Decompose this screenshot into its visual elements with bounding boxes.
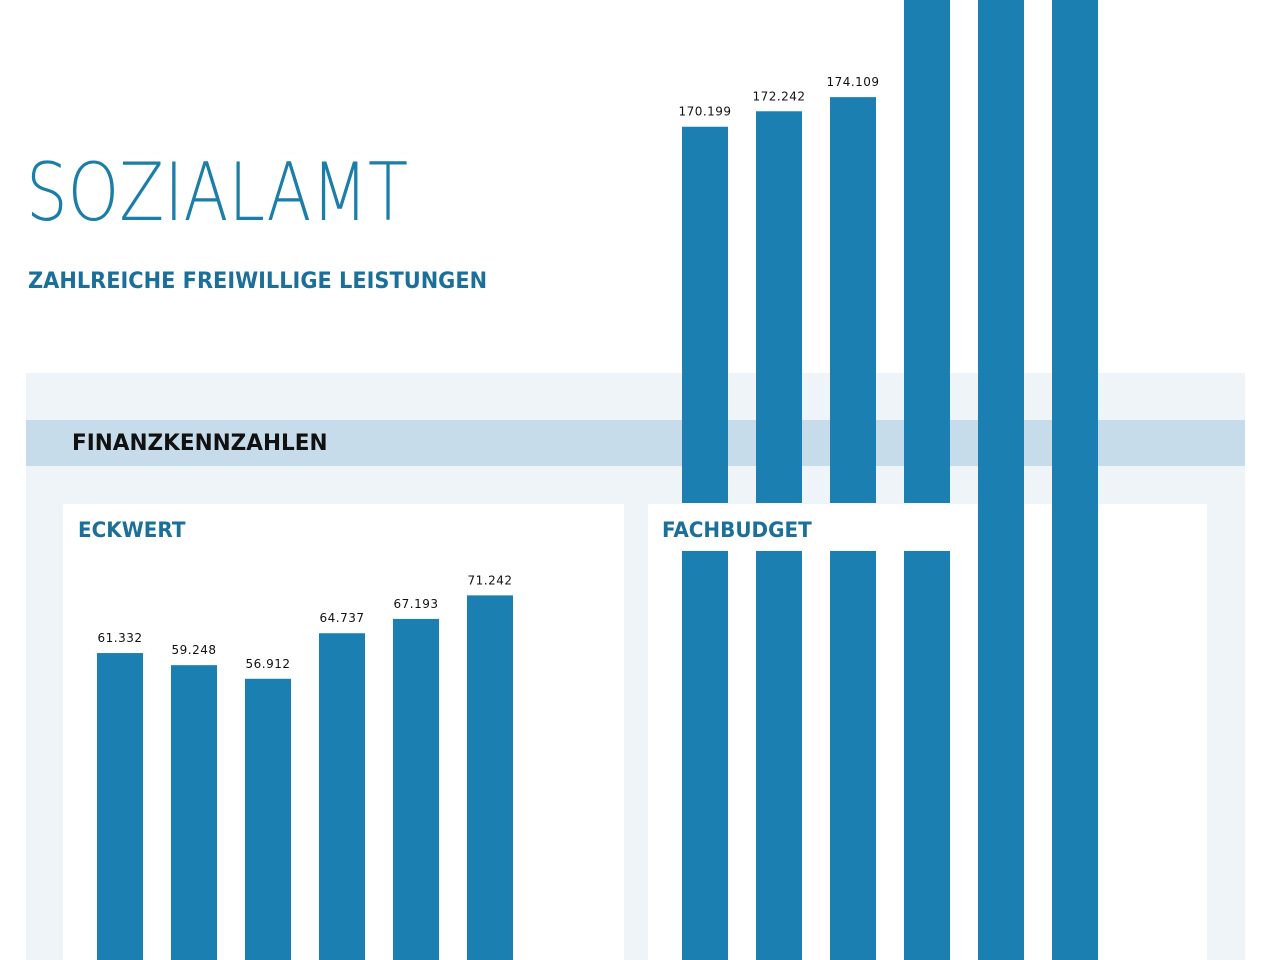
fachbudget-bar-4-upper [904,0,950,503]
fachbudget-bar-6 [1052,0,1098,960]
fachbudget-bar-3-upper [830,97,876,503]
fachbudget-bar-label-1: 170.199 [678,105,731,119]
fachbudget-bar-2-lower [756,551,802,960]
fachbudget-bar-4-lower [904,551,950,960]
eckwert-bar-3 [245,678,291,960]
eckwert-bar-label-2: 59.248 [172,643,217,657]
fachbudget-bar-1-lower [682,551,728,960]
fachbudget-bar-5 [978,0,1024,960]
eckwert-bar-1 [97,653,143,960]
eckwert-bar-5 [393,618,439,960]
page-title: SOZIALAMT [26,146,409,239]
eckwert-bar-label-6: 71.242 [468,573,513,587]
section-title: FINANZKENNZAHLEN [72,431,328,456]
section-header-band [26,420,1245,466]
eckwert-bar-6 [467,595,513,960]
fachbudget-bar-label-2: 172.242 [752,89,805,103]
eckwert-bar-label-4: 64.737 [320,611,365,625]
eckwert-bar-label-1: 61.332 [98,631,143,645]
fachbudget-bar-label-3: 174.109 [826,75,879,89]
eckwert-bar-label-5: 67.193 [394,597,439,611]
eckwert-bar-4 [319,633,365,960]
fachbudget-bar-3-lower [830,551,876,960]
fachbudget-title: FACHBUDGET [662,518,812,542]
page-subtitle: ZAHLREICHE FREIWILLIGE LEISTUNGEN [28,269,488,294]
eckwert-bar-2 [171,665,217,960]
eckwert-title: ECKWERT [78,518,186,542]
fachbudget-bar-1-upper [682,126,728,503]
eckwert-bar-label-3: 56.912 [246,657,291,671]
fachbudget-bar-2-upper [756,111,802,504]
